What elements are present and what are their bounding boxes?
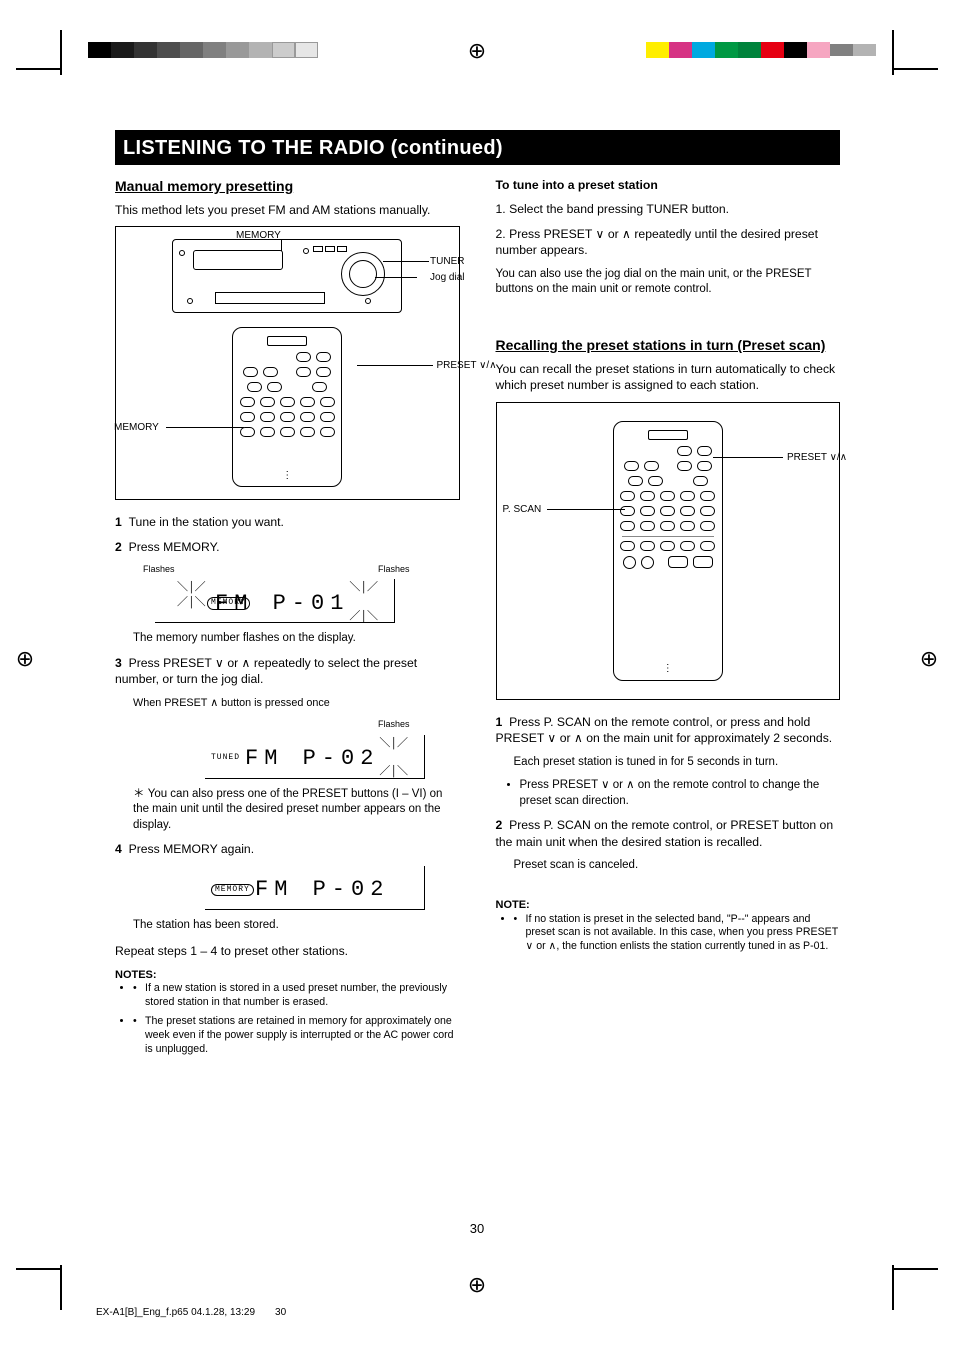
right-column: To tune into a preset station 1. Select … [496, 177, 841, 1064]
step4-after: The station has been stored. [133, 918, 460, 934]
note-item: If a new station is stored in a used pre… [133, 982, 460, 1010]
tune-step2: Press PRESET ∨ or ∧ repeatedly until the… [496, 227, 818, 257]
callout-pscan: P. SCAN [503, 503, 542, 517]
lcd-step3: TUNED ＼│／ ／│＼ FM P-02 [205, 735, 425, 779]
remote-illustration-right: ⋮ [613, 421, 723, 681]
r-step1-bullets: Press PRESET ∨ or ∧ on the remote contro… [502, 778, 841, 809]
tune-alt: You can also use the jog dial on the mai… [496, 267, 841, 298]
lcd-step4: MEMORY FM P-02 [205, 866, 425, 910]
step3-flashes: Flashes [143, 718, 410, 730]
left-notes-head: NOTES: [115, 968, 460, 983]
step2-flashes-left: Flashes [143, 563, 175, 575]
grayscale-swatches [88, 42, 318, 58]
note-item: The preset stations are retained in memo… [133, 1015, 460, 1056]
registration-mark-top: ⊕ [466, 40, 488, 62]
r-step1-after: Each preset station is tuned in for 5 se… [514, 755, 841, 771]
tune-head: To tune into a preset station [496, 178, 658, 192]
right-notes-list: If no station is preset in the selected … [496, 913, 841, 954]
tune-step1: Select the band pressing TUNER button. [509, 202, 729, 216]
remote-illustration-left: ⋮ [232, 327, 342, 487]
step2-memory-note: The memory number flashes on the display… [133, 631, 460, 647]
callout-memory: MEMORY [236, 229, 281, 243]
right-notes-head: NOTE: [496, 898, 841, 913]
step3-alt: ＊ You can also press one of the PRESET b… [133, 787, 460, 834]
page-title-bar: LISTENING TO THE RADIO (continued) [115, 130, 840, 165]
left-column: Manual memory presetting This method let… [115, 177, 460, 1064]
bullet-item: Press PRESET ∨ or ∧ on the remote contro… [520, 778, 841, 809]
figure-panel-receiver-remote: MEMORY Jog dial TUNER ⋮ PRESET ∨/∧ [115, 226, 460, 500]
lcd-step2: ＼│／／│＼ MEMORY ＼│／ ／│＼ FM P-01 [155, 579, 395, 623]
step3-note: When PRESET ∧ button is pressed once [133, 696, 460, 711]
preset-scan-heading: Recalling the preset stations in turn (P… [496, 336, 841, 355]
step3-num: 3 [115, 656, 122, 670]
manual-preset-heading: Manual memory presetting [115, 177, 460, 196]
repeat-text: Repeat steps 1 – 4 to preset other stati… [115, 943, 460, 959]
receiver-illustration [172, 239, 402, 313]
r-step2-after: Preset scan is canceled. [514, 858, 841, 874]
callout-preset-down-up: PRESET ∨/∧ [437, 359, 487, 373]
step2-text: Press MEMORY. [129, 540, 220, 554]
callout-memory-remote: MEMORY [114, 421, 159, 435]
r-step1-num: 1 [496, 715, 503, 729]
r-step2-num: 2 [496, 818, 503, 832]
preset-scan-intro: You can recall the preset stations in tu… [496, 361, 841, 394]
callout-jog-dial: Jog dial [430, 271, 464, 285]
page-content: LISTENING TO THE RADIO (continued) Manua… [115, 130, 840, 1064]
registration-mark-right: ⊕ [918, 648, 940, 670]
registration-mark-left: ⊕ [14, 648, 36, 670]
registration-mark-bottom: ⊕ [466, 1274, 488, 1296]
left-notes-list: If a new station is stored in a used pre… [115, 982, 460, 1056]
r-step2-text: Press P. SCAN on the remote control, or … [496, 818, 834, 848]
step3-text: Press PRESET ∨ or ∧ repeatedly to select… [115, 656, 417, 686]
callout-tuner: TUNER [430, 255, 464, 269]
step1-num: 1 [115, 515, 122, 529]
step2-num: 2 [115, 540, 122, 554]
footer-filename: EX-A1[B]_Eng_f.p65 04.1.28, 13:29 30 [0, 1307, 954, 1318]
note-item: If no station is preset in the selected … [514, 913, 841, 954]
r-step1-text: Press P. SCAN on the remote control, or … [496, 715, 833, 745]
callout-preset-down-up-right: PRESET ∨/∧ [787, 451, 849, 465]
color-swatches [646, 42, 876, 58]
manual-preset-intro: This method lets you preset FM and AM st… [115, 202, 460, 218]
step4-text: Press MEMORY again. [129, 842, 255, 856]
figure-panel-remote-right: ⋮ PRESET ∨/∧ P. SCAN [496, 402, 841, 700]
step1-text: Tune in the station you want. [129, 515, 284, 529]
step4-num: 4 [115, 842, 122, 856]
page-number: 30 [0, 1221, 954, 1236]
step2-flashes-right: Flashes [378, 563, 410, 575]
